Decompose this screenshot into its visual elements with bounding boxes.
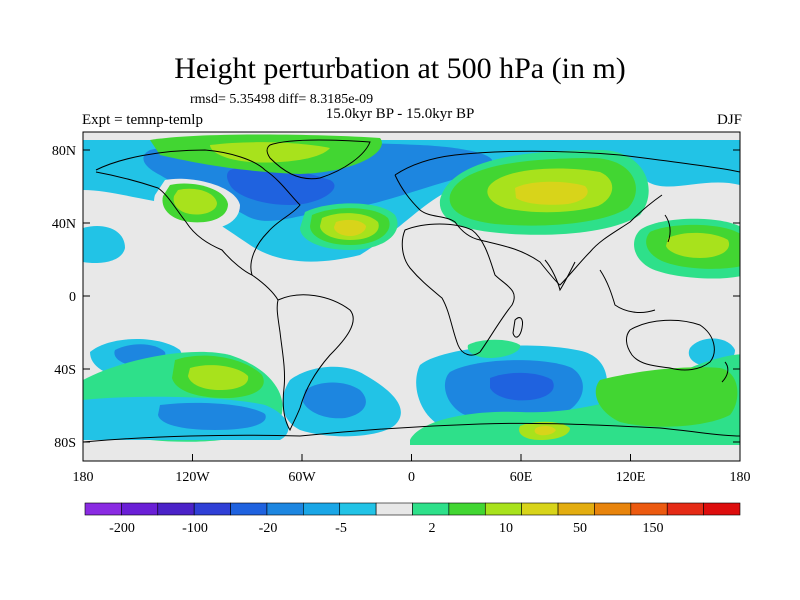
lon-label-60w: 60W xyxy=(288,470,316,485)
lat-label-40n: 40N xyxy=(52,217,76,232)
contour-pos-south-africa xyxy=(467,339,521,358)
colorbar-swatch xyxy=(557,502,595,516)
colorbar-swatch xyxy=(666,502,704,516)
colorbar-swatch xyxy=(266,502,304,516)
colorbar-swatch xyxy=(121,502,159,516)
lat-label-80s: 80S xyxy=(54,436,76,451)
contour-pos-south-pacific-core xyxy=(188,365,249,390)
lat-axis xyxy=(83,149,740,443)
colorbar-swatch xyxy=(484,502,522,516)
colorbar-label: 50 xyxy=(573,521,587,536)
lon-axis xyxy=(82,454,741,461)
contour-pos-wpacific-core xyxy=(666,232,730,258)
contour-pos-eurasia-core xyxy=(515,181,588,205)
colorbar-swatch xyxy=(594,502,632,516)
colorbar-label: 2 xyxy=(429,521,436,536)
colorbar-swatch xyxy=(412,502,450,516)
period-label: 15.0kyr BP - 15.0kyr BP xyxy=(325,106,475,122)
season-label: DJF xyxy=(716,112,742,128)
stats-text: rmsd= 5.35498 diff= 8.3185e-09 xyxy=(190,92,374,107)
colorbar-swatch xyxy=(84,502,122,516)
colorbar-swatch xyxy=(193,502,231,516)
colorbar-label: -200 xyxy=(109,521,135,536)
colorbar-swatch xyxy=(230,502,268,516)
experiment-label: Expt = temnp-temlp xyxy=(82,112,203,128)
contour-neg-south-atlantic-core xyxy=(303,382,366,419)
contour-neg-north-core xyxy=(227,165,335,205)
map-panel xyxy=(83,132,740,461)
contour-pos-southern-ocean-east-ring xyxy=(595,367,738,427)
contour-neg-indian-core xyxy=(490,372,554,401)
lon-label-60e: 60E xyxy=(510,470,533,485)
contour-pos-atlantic-peak xyxy=(334,219,366,236)
colorbar-label: -100 xyxy=(182,521,208,536)
contour-neg-epacific xyxy=(83,226,125,264)
lon-label-0: 0 xyxy=(408,470,415,485)
contour-neg-south-pacific-east-core xyxy=(158,402,266,430)
lat-label-0: 0 xyxy=(69,290,76,305)
colorbar-swatch xyxy=(303,502,341,516)
colorbar-labels: -200 -100 -20 -5 2 10 50 150 xyxy=(109,521,663,536)
plot-title: Height perturbation at 500 hPa (in m) xyxy=(174,52,626,85)
lon-label-120e: 120E xyxy=(616,470,646,485)
coastlines xyxy=(83,139,740,443)
colorbar-swatch xyxy=(157,502,195,516)
contour-pos-southern-ocean-peak xyxy=(534,425,556,436)
lat-label-40s: 40S xyxy=(54,363,76,378)
colorbar-label: 10 xyxy=(499,521,513,536)
contour-pos-namerica-core xyxy=(173,188,217,215)
colorbar-swatch xyxy=(703,502,741,516)
colorbar-label: -5 xyxy=(335,521,347,536)
colorbar-swatch xyxy=(339,502,377,516)
colorbar-swatch xyxy=(630,502,668,516)
colorbar-label: 150 xyxy=(643,521,664,536)
contour-pos-greenland-core xyxy=(210,142,330,163)
lon-label-180e: 180 xyxy=(730,470,751,485)
colorbar-swatch xyxy=(521,502,559,516)
colorbar-swatch xyxy=(375,502,413,516)
lat-label-80n: 80N xyxy=(52,144,76,159)
colorbar xyxy=(84,502,741,516)
lon-label-120w: 120W xyxy=(175,470,210,485)
colorbar-swatch xyxy=(448,502,486,516)
colorbar-label: -20 xyxy=(259,521,278,536)
lon-label-180w: 180 xyxy=(73,470,94,485)
